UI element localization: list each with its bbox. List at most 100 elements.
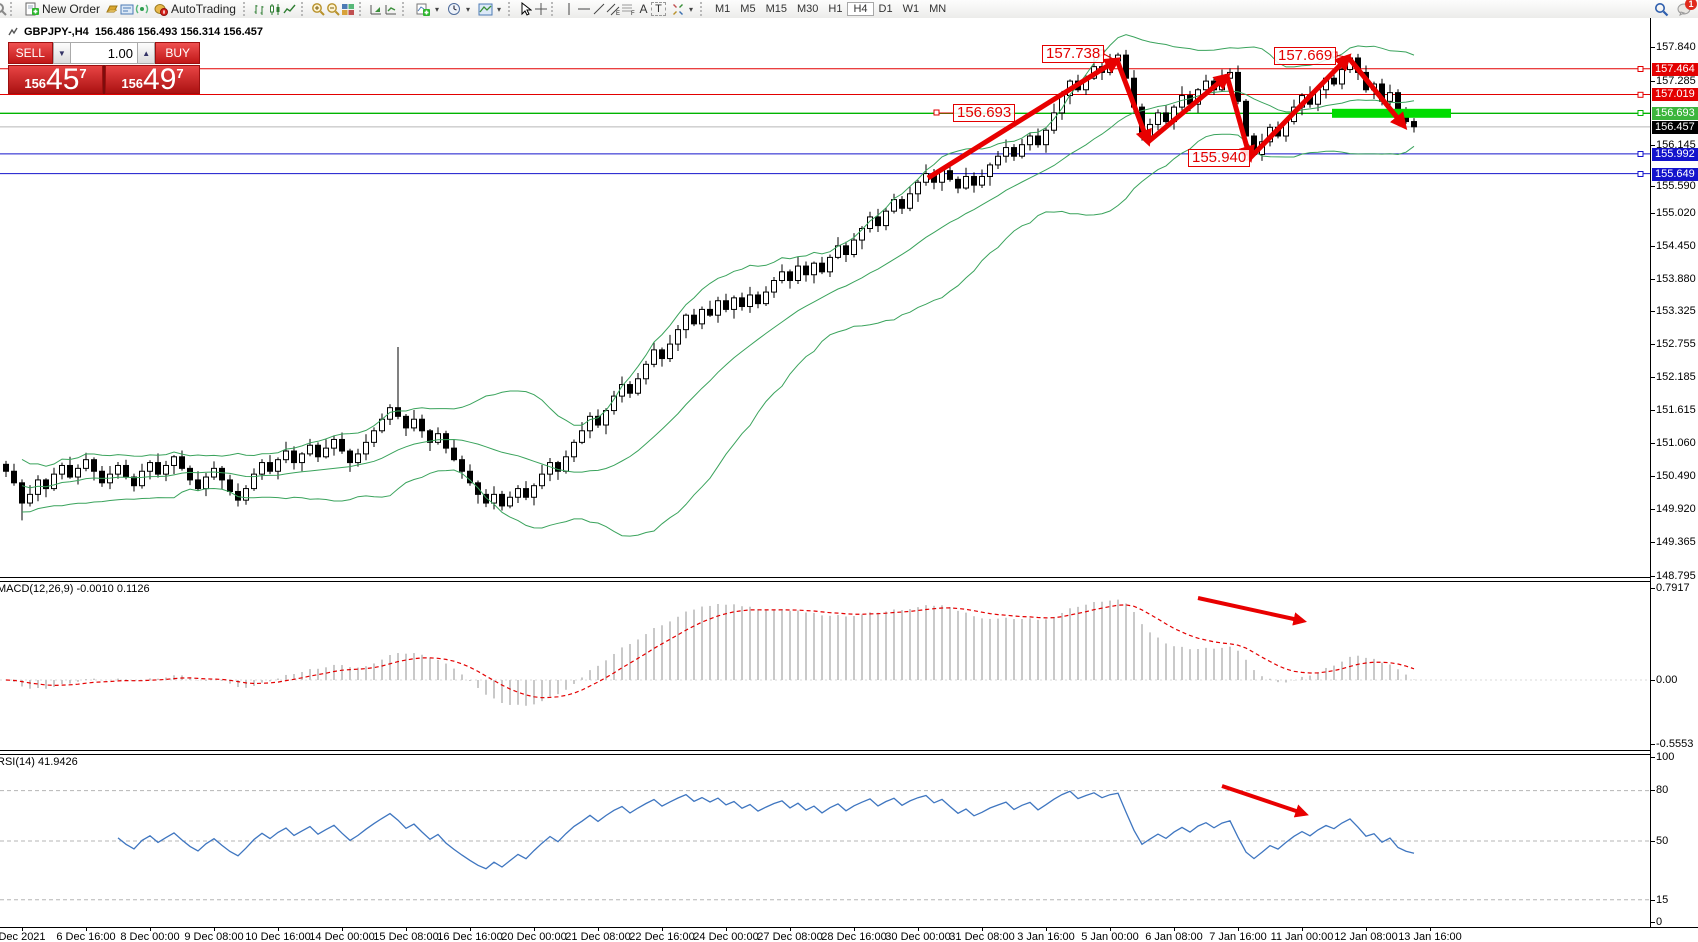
axis-tick (1651, 443, 1655, 444)
timeframe-button-m30[interactable]: M30 (796, 3, 819, 15)
bar-chart-icon[interactable] (253, 2, 268, 17)
price-tick-label: 153.325 (1656, 305, 1696, 317)
macd-histogram (13, 599, 1415, 706)
search-icon[interactable] (1654, 2, 1669, 17)
text-icon[interactable]: A (639, 2, 648, 16)
time-tick (982, 928, 983, 931)
svg-text:E: E (616, 11, 620, 16)
price-tick-label: 154.450 (1656, 240, 1696, 252)
time-tick (1302, 928, 1303, 931)
horizontal-line-icon[interactable] (576, 2, 591, 17)
price-annotation-157.669[interactable]: 157.669 (1274, 47, 1337, 65)
signal-icon[interactable] (134, 2, 149, 17)
time-label: 13 Jan 16:00 (1398, 931, 1462, 942)
rsi-panel-canvas[interactable] (0, 753, 1650, 927)
chart-title: GBPJPY-,H4 156.486 156.493 156.314 156.4… (8, 26, 263, 38)
rsi-scale-label: 80 (1656, 784, 1669, 796)
dropdown-caret: ▾ (496, 4, 501, 14)
notification-badge: 1 (1685, 0, 1697, 10)
volume-input[interactable] (71, 42, 137, 64)
time-axis: Dec 2021 6 Dec 16:00 8 Dec 00:00 9 Dec 08:0… (0, 927, 1698, 942)
main-chart-canvas[interactable] (0, 18, 1650, 577)
text-label-icon[interactable]: T (651, 2, 666, 16)
arrows-tool-button[interactable]: ▾ (666, 1, 697, 17)
trend-arrow[interactable] (1248, 53, 1352, 160)
time-label: 11 Jan 00:00 (1270, 931, 1334, 942)
panel-separator[interactable] (0, 577, 1650, 582)
price-badge-155.992: 155.992 (1652, 148, 1698, 161)
timeframe-button-m1[interactable]: M1 (715, 3, 731, 15)
fibonacci-icon[interactable]: F (621, 2, 636, 17)
chat-icon[interactable]: 1 (1677, 0, 1697, 17)
zoom-out-icon[interactable] (326, 2, 341, 17)
buy-price-button[interactable]: 156 49 7 (105, 65, 201, 95)
time-label: 28 Dec 16:00 (821, 931, 887, 942)
time-label: 6 Jan 08:00 (1145, 931, 1203, 942)
trend-arrow[interactable] (1114, 59, 1152, 147)
autotrading-button[interactable]: AutoTrading (149, 1, 240, 17)
trend-arrow[interactable] (926, 57, 1122, 181)
sell-button[interactable]: SELL (8, 42, 53, 64)
time-label: 5 Jan 00:00 (1081, 931, 1139, 942)
timeframe-button-d1[interactable]: D1 (878, 3, 893, 15)
add-indicator-button[interactable]: ▾ (412, 1, 443, 17)
buy-button[interactable]: BUY (155, 42, 200, 64)
tile-windows-icon[interactable] (341, 2, 356, 17)
axis-tick (1651, 344, 1655, 345)
volume-increase-button[interactable]: ▲ (137, 42, 156, 64)
timeframe-button-m5[interactable]: M5 (740, 3, 756, 15)
time-tick (534, 928, 535, 931)
sell-price-button[interactable]: 156 45 7 (8, 65, 104, 95)
price-annotation-157.738[interactable]: 157.738 (1042, 45, 1105, 63)
macd-indicator-label: MACD(12,26,9) -0.0010 0.1126 (0, 583, 150, 595)
period-button[interactable]: ▾ (443, 1, 474, 17)
time-label: 31 Dec 08:00 (949, 931, 1015, 942)
market-watch-icon[interactable] (104, 2, 119, 17)
timeframe-button-h4[interactable]: H4 (847, 2, 874, 16)
rsi-scale-label: 100 (1656, 751, 1675, 763)
time-label: 21 Dec 08:00 (565, 931, 631, 942)
template-button[interactable]: ▾ (474, 1, 505, 17)
axis-tick (1651, 410, 1655, 411)
price-annotation-156.693[interactable]: 156.693 (953, 104, 1016, 122)
timeframe-button-m15[interactable]: M15 (765, 3, 787, 15)
crosshair-icon[interactable] (533, 2, 548, 17)
zoom-in-icon[interactable] (311, 2, 326, 17)
price-tick-label: 153.880 (1656, 273, 1696, 285)
bollinger-middle (21, 90, 1415, 489)
symbol-period-label: GBPJPY-,H4 (24, 26, 89, 38)
price-annotation-155.940[interactable]: 155.940 (1188, 149, 1251, 167)
optimization-icon[interactable] (384, 2, 399, 17)
cursor-icon[interactable] (518, 2, 533, 17)
candlestick-chart-icon[interactable] (268, 2, 283, 17)
panel-separator[interactable] (0, 750, 1650, 755)
price-tick-label: 151.060 (1656, 437, 1696, 449)
time-tick (1046, 928, 1047, 931)
trend-arrow[interactable] (1224, 75, 1255, 163)
time-label: 6 Dec 16:00 (56, 931, 116, 942)
macd-scale-label: 0.00 (1656, 674, 1678, 686)
volume-decrease-button[interactable]: ▼ (52, 42, 71, 64)
macd-trend-arrow[interactable] (1197, 596, 1307, 626)
vertical-line-icon[interactable] (561, 2, 576, 17)
one-click-trading-panel: SELL ▼ ▲ BUY 156 45 7 156 49 7 (8, 42, 201, 95)
timeframe-button-h1[interactable]: H1 (828, 3, 843, 15)
axis-tick (1651, 311, 1655, 312)
time-tick (854, 928, 855, 931)
timeframe-button-mn[interactable]: MN (929, 3, 947, 15)
timeframe-button-w1[interactable]: W1 (902, 3, 920, 15)
macd-panel-canvas[interactable] (0, 580, 1650, 750)
strategy-tester-icon[interactable] (369, 2, 384, 17)
rsi-trend-arrow[interactable] (1221, 784, 1309, 818)
time-label: 7 Jan 16:00 (1209, 931, 1267, 942)
axis-tick (1651, 841, 1655, 842)
toolbar-separator (358, 2, 366, 16)
new-order-button[interactable]: New Order (20, 1, 104, 17)
trendline-icon[interactable] (591, 2, 606, 17)
trend-arrow[interactable] (1346, 55, 1408, 130)
line-chart-icon[interactable] (283, 2, 298, 17)
trend-arrow[interactable] (1146, 72, 1231, 144)
data-window-icon[interactable] (119, 2, 134, 17)
clipped-icon[interactable] (0, 2, 7, 17)
equidistant-channel-icon[interactable]: E (606, 2, 621, 17)
